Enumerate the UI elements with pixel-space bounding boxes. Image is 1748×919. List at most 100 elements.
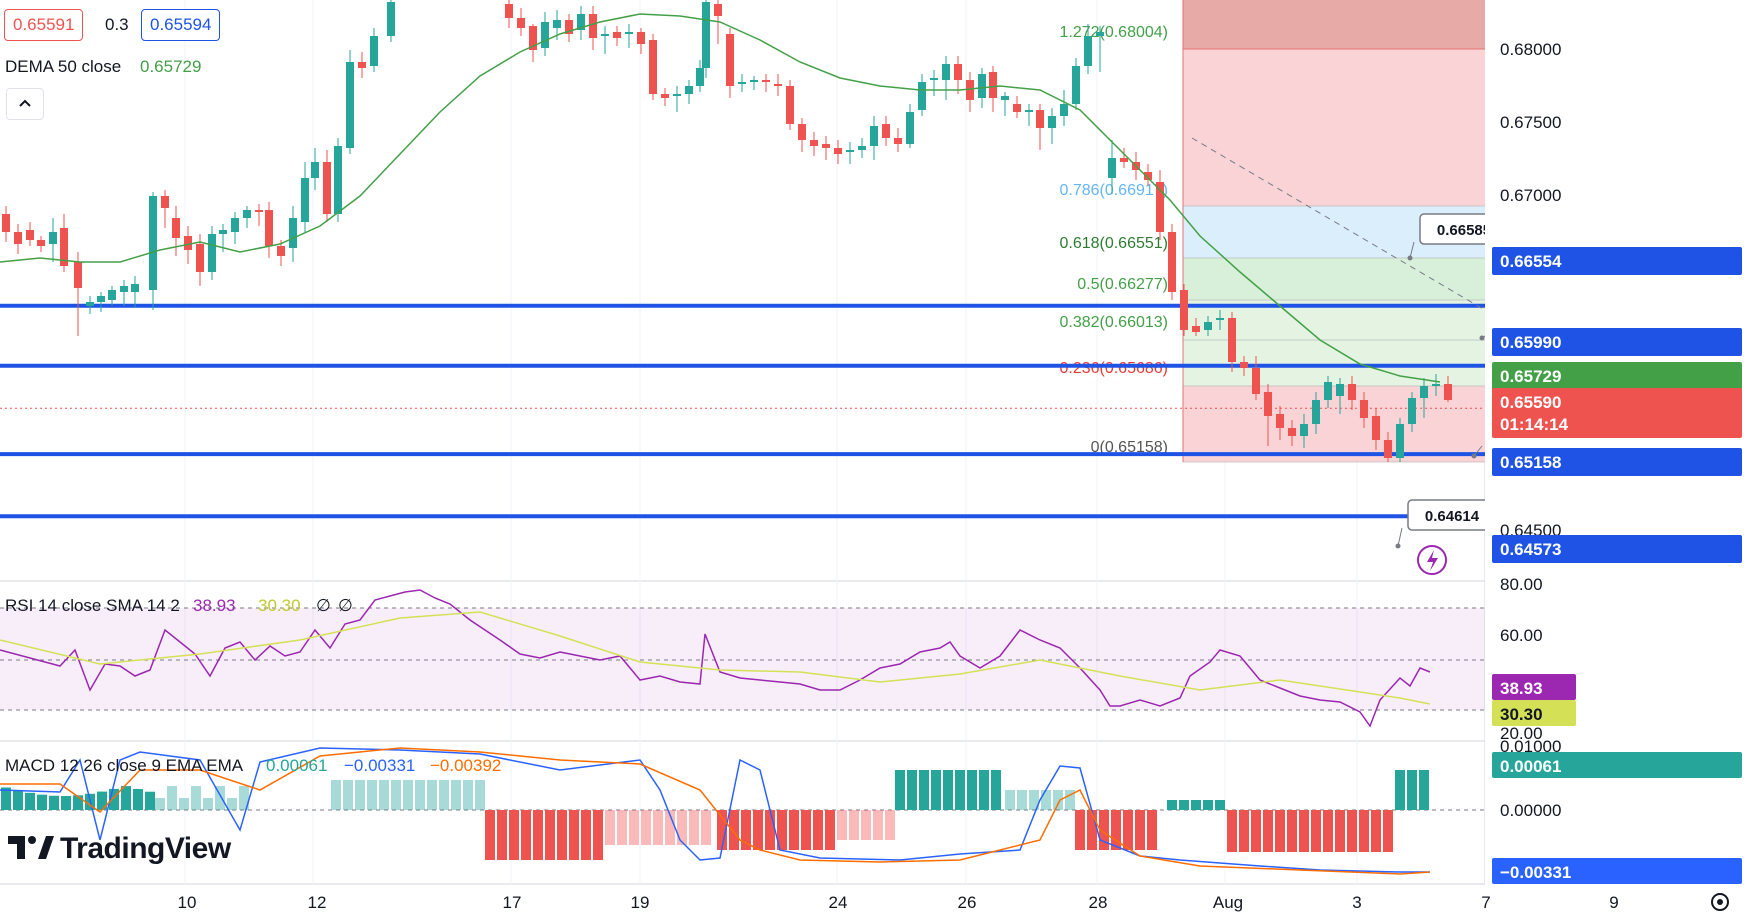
candle-body xyxy=(978,74,986,98)
price-axis-tag-bg xyxy=(1492,328,1742,356)
price-axis-tick: 0.68000 xyxy=(1500,40,1561,59)
candle-body xyxy=(161,196,169,208)
macd-histogram-bar xyxy=(133,789,143,810)
macd-histogram-bar xyxy=(753,810,763,850)
candle-body xyxy=(1264,392,1272,416)
candle-body xyxy=(49,232,57,244)
candle-body xyxy=(231,218,239,232)
time-axis-label: 28 xyxy=(1089,893,1108,912)
candle-body xyxy=(1048,116,1056,128)
macd-histogram-bar xyxy=(1371,810,1381,852)
macd-histogram-bar xyxy=(37,794,47,810)
macd-histogram-bar xyxy=(391,780,401,810)
candle-body xyxy=(184,236,192,250)
macd-histogram-bar xyxy=(849,810,859,840)
rsi-sma-line xyxy=(0,611,1431,705)
macd-histogram-bar xyxy=(155,798,165,810)
macd-hist-tag: 0.00061 xyxy=(1500,757,1561,776)
candle-body xyxy=(553,20,561,28)
macd-histogram-bar xyxy=(463,780,473,810)
candle-body xyxy=(1120,158,1128,162)
tradingview-logo[interactable]: TradingView xyxy=(8,832,231,866)
candle-body xyxy=(1060,104,1068,116)
settings-gear-icon[interactable] xyxy=(1711,893,1729,911)
macd-histogram-bar xyxy=(475,780,485,810)
macd-histogram-bar xyxy=(665,810,675,845)
macd-legend-label[interactable]: MACD 12 26 close 9 EMA EMA xyxy=(5,756,244,775)
price-axis-tag: 0.66554 xyxy=(1500,252,1562,271)
candle-body xyxy=(810,140,818,146)
time-axis-label: 17 xyxy=(503,893,522,912)
callout-anchor xyxy=(1395,543,1401,549)
candle-body xyxy=(762,80,770,82)
dema-legend-label[interactable]: DEMA 50 close xyxy=(5,57,122,76)
macd-histogram-bar xyxy=(179,798,189,810)
macd-histogram-bar xyxy=(1099,810,1109,850)
macd-histogram-bar xyxy=(49,795,59,810)
price-axis-tag: 0.65158 xyxy=(1500,453,1561,472)
macd-histogram-bar xyxy=(641,810,651,845)
macd-histogram-bar xyxy=(741,810,751,850)
chevron-up-icon xyxy=(18,95,32,113)
candle-body xyxy=(942,64,950,80)
macd-hist-legend-value: 0.00061 xyxy=(266,756,328,775)
candle-body xyxy=(738,82,746,84)
ask-price-box[interactable]: 0.65594 xyxy=(141,9,221,41)
candle-body xyxy=(565,20,573,34)
candle-body xyxy=(541,22,549,48)
trend-line xyxy=(1191,137,1656,411)
candle-body xyxy=(37,240,45,246)
rsi-legend-value: 38.93 xyxy=(193,596,236,615)
macd-histogram-bar xyxy=(485,810,495,860)
candle-body xyxy=(649,40,657,94)
macd-line-tag: −0.00331 xyxy=(1500,863,1571,882)
macd-histogram-bar xyxy=(1,787,11,810)
risk-zone-top xyxy=(1183,0,1499,49)
macd-histogram-bar xyxy=(617,810,627,845)
candle-body xyxy=(918,82,926,110)
candle-body xyxy=(1252,368,1260,394)
macd-histogram-bar xyxy=(689,810,699,845)
bid-price-box[interactable]: 0.65591 xyxy=(4,9,84,41)
price-axis-tag-bg xyxy=(1492,388,1742,416)
rsi-legend-label[interactable]: RSI 14 close SMA 14 2 xyxy=(5,596,180,615)
macd-histogram-bar xyxy=(1299,810,1309,852)
candle-body xyxy=(301,178,309,222)
collapse-legend-button[interactable] xyxy=(6,88,44,120)
candle-body xyxy=(1276,414,1284,428)
macd-histogram-bar xyxy=(569,810,579,860)
candle-body xyxy=(1036,110,1044,128)
candle-body xyxy=(517,18,525,28)
macd-histogram-bar xyxy=(227,798,237,810)
macd-histogram-bar xyxy=(919,770,929,810)
macd-histogram-bar xyxy=(1029,790,1039,810)
candle-body xyxy=(26,230,34,240)
macd-histogram-bar xyxy=(729,810,739,850)
macd-histogram-bar xyxy=(593,810,603,860)
candle-body xyxy=(834,148,842,154)
candle-body xyxy=(625,32,633,34)
macd-histogram-bar xyxy=(1203,800,1213,810)
macd-histogram-bar xyxy=(895,770,905,810)
candle-body xyxy=(601,34,609,36)
callout-anchor xyxy=(1479,335,1485,341)
time-axis-label: 10 xyxy=(178,893,197,912)
candle-body xyxy=(702,2,710,68)
macd-line-legend-value: −0.00331 xyxy=(344,756,416,775)
macd-histogram-bar xyxy=(1239,810,1249,852)
spread-value: 0.3 xyxy=(105,15,129,34)
candle-body xyxy=(1444,384,1452,400)
candle-body xyxy=(882,124,890,138)
rsi-sma-tag: 30.30 xyxy=(1500,705,1543,724)
lightning-alert-icon[interactable] xyxy=(1417,545,1447,575)
candle-body xyxy=(1216,318,1224,320)
candle-body xyxy=(894,138,902,144)
macd-histogram-bar xyxy=(367,780,377,810)
candle-body xyxy=(750,80,758,82)
macd-histogram-bar xyxy=(967,770,977,810)
macd-line xyxy=(0,747,1430,873)
macd-histogram-bar xyxy=(1065,790,1075,810)
candle-body xyxy=(685,86,693,94)
macd-histogram-bar xyxy=(677,810,687,845)
